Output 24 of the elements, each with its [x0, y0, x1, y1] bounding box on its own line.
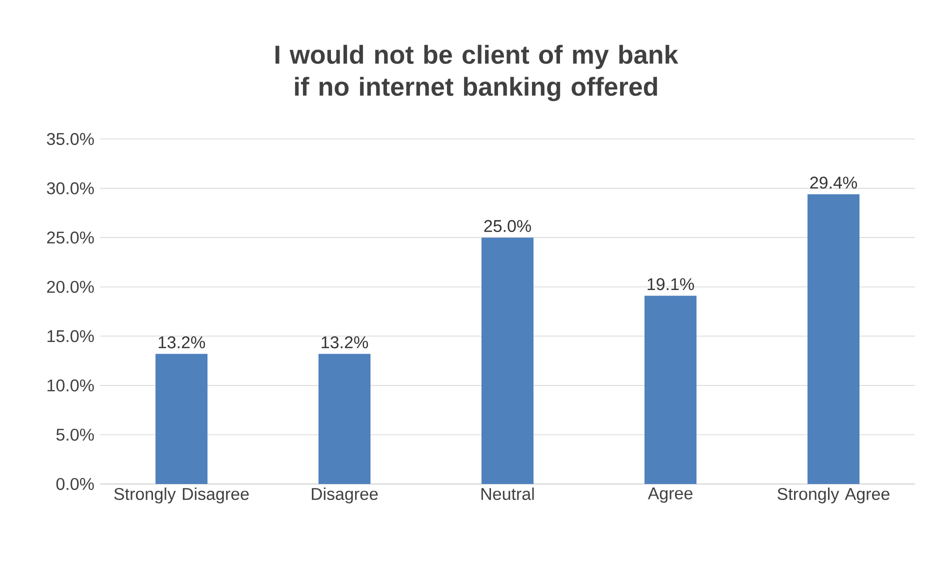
bar [644, 296, 696, 484]
x-tick-label: Agree [648, 488, 692, 503]
y-tick-label: 25.0% [47, 232, 94, 244]
x-tick-label: Neutral [481, 488, 534, 500]
data-label: 25.0% [484, 220, 531, 232]
y-tick-label: 0.0% [56, 478, 94, 490]
x-tick-label: Strongly Disagree [114, 488, 249, 504]
data-label: 19.1% [648, 278, 694, 290]
data-label: 13.2% [322, 336, 368, 348]
y-tick-label: 15.0% [48, 330, 94, 342]
data-label: 29.4% [810, 176, 857, 189]
bar [156, 354, 208, 484]
y-tick-label: 20.0% [47, 280, 94, 293]
y-tick-label: 10.0% [48, 379, 94, 392]
bar [482, 238, 534, 484]
y-tick-label: 30.0% [46, 182, 94, 194]
y-tick-label: 5.0% [56, 428, 94, 441]
bar [318, 354, 370, 484]
x-tick-label: Strongly Agree [778, 488, 890, 504]
bar [808, 194, 860, 484]
x-tick-label: Disagree [312, 488, 378, 504]
chart-title: I would not be client of my bank if no internet banking offered [276, 44, 678, 102]
data-label: 13.2% [158, 336, 205, 348]
y-tick-label: 35.0% [46, 132, 94, 146]
